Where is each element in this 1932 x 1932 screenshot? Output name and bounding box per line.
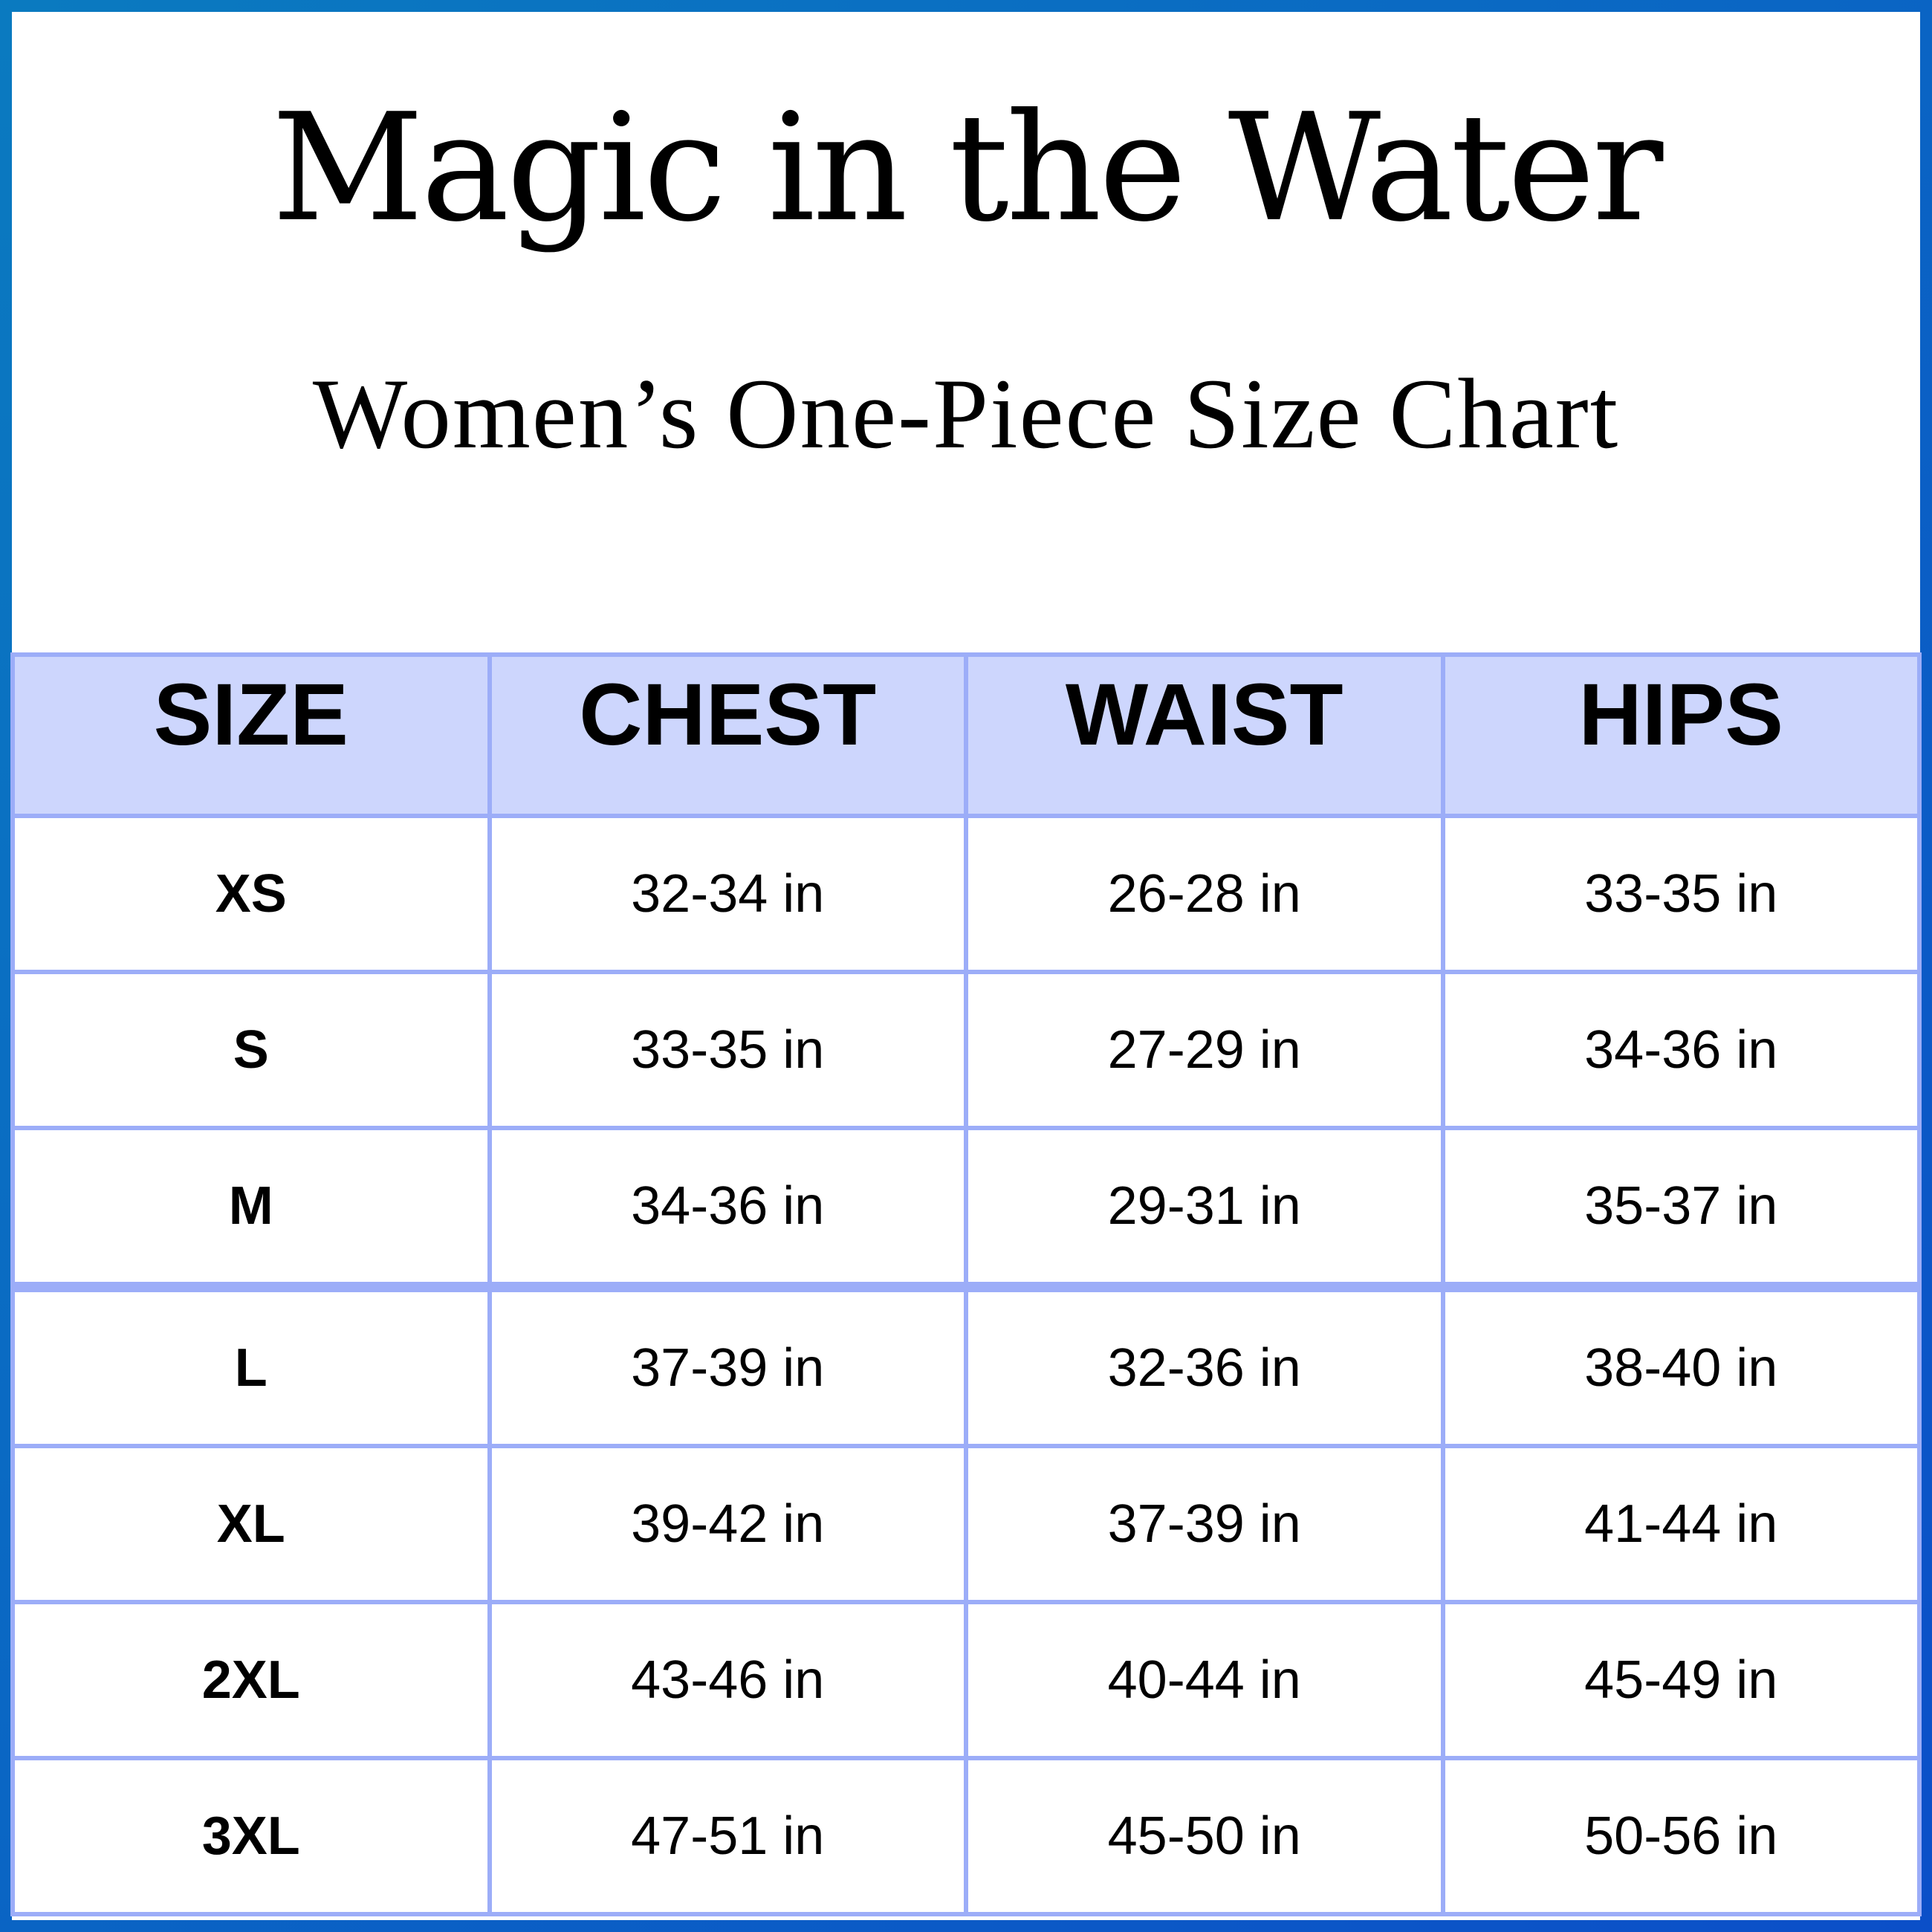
cell-size: S	[10, 970, 492, 1130]
cell-waist: 29-31 in	[964, 1126, 1445, 1289]
cell-waist: 37-39 in	[964, 1444, 1445, 1604]
cell-chest: 33-35 in	[487, 970, 968, 1130]
cell-chest: 43-46 in	[487, 1600, 968, 1760]
cell-hips: 35-37 in	[1440, 1126, 1922, 1289]
cell-size: L	[10, 1282, 492, 1448]
header-size: SIZE	[10, 652, 492, 818]
cell-hips: 45-49 in	[1440, 1600, 1922, 1760]
table-row: XL 39-42 in 37-39 in 41-44 in	[10, 1444, 1922, 1604]
cell-hips: 38-40 in	[1440, 1282, 1922, 1448]
cell-chest: 32-34 in	[487, 814, 968, 974]
cell-chest: 47-51 in	[487, 1756, 968, 1916]
cell-chest: 34-36 in	[487, 1126, 968, 1289]
table-row: S 33-35 in 27-29 in 34-36 in	[10, 970, 1922, 1130]
cell-waist: 40-44 in	[964, 1600, 1445, 1760]
chart-subtitle: Women’s One-Piece Size Chart	[312, 359, 1620, 470]
cell-hips: 33-35 in	[1440, 814, 1922, 974]
cell-size: M	[10, 1126, 492, 1289]
brand-title: Magic in the Water	[271, 82, 1664, 255]
table-row: XS 32-34 in 26-28 in 33-35 in	[10, 814, 1922, 974]
cell-size: XL	[10, 1444, 492, 1604]
cell-waist: 26-28 in	[964, 814, 1445, 974]
cell-waist: 27-29 in	[964, 970, 1445, 1130]
size-table: SIZE CHEST WAIST HIPS XS 32-34 in 26-28 in…	[10, 652, 1922, 1916]
header-hips: HIPS	[1440, 652, 1922, 818]
cell-chest: 37-39 in	[487, 1282, 968, 1448]
cell-hips: 41-44 in	[1440, 1444, 1922, 1604]
cell-waist: 32-36 in	[964, 1282, 1445, 1448]
cell-hips: 50-56 in	[1440, 1756, 1922, 1916]
table-row: 2XL 43-46 in 40-44 in 45-49 in	[10, 1600, 1922, 1760]
cell-chest: 39-42 in	[487, 1444, 968, 1604]
cell-hips: 34-36 in	[1440, 970, 1922, 1130]
cell-size: 2XL	[10, 1600, 492, 1760]
header-chest: CHEST	[487, 652, 968, 818]
cell-size: XS	[10, 814, 492, 974]
table-row: M 34-36 in 29-31 in 35-37 in	[10, 1126, 1922, 1289]
header-row: SIZE CHEST WAIST HIPS	[10, 652, 1922, 818]
cell-size: 3XL	[10, 1756, 492, 1916]
table-row: L 37-39 in 32-36 in 38-40 in	[10, 1282, 1922, 1448]
header-waist: WAIST	[964, 652, 1445, 818]
table-row: 3XL 47-51 in 45-50 in 50-56 in	[10, 1756, 1922, 1916]
cell-waist: 45-50 in	[964, 1756, 1445, 1916]
